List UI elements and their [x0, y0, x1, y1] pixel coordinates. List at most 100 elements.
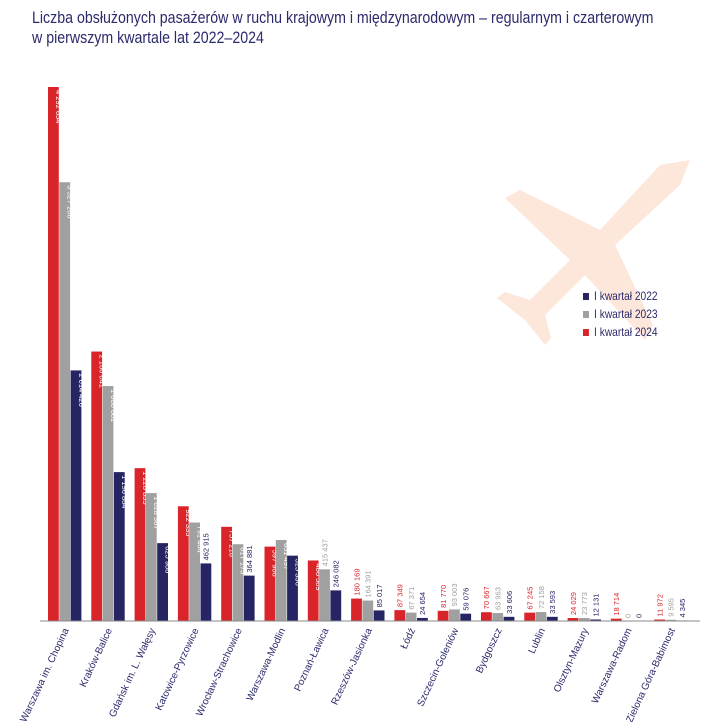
data-label: 63 963 [493, 587, 502, 610]
x-tick-label: Zielona Góra-Babimost [624, 626, 678, 722]
x-tick-label: Gdańsk im. L. Wałęsy [107, 627, 158, 719]
data-label: 1 196 864 [120, 475, 129, 508]
data-label: 1 888 802 [109, 389, 118, 422]
data-label: 757 218 [227, 530, 236, 557]
data-label: 791 464 [195, 526, 204, 553]
bar [449, 609, 460, 621]
bar [535, 612, 547, 621]
data-label: 3 527 208 [65, 185, 74, 218]
legend-item-2024: I kwartał 2024 [583, 323, 658, 341]
data-label: 625 988 [163, 546, 172, 573]
bar [113, 472, 125, 621]
bar [70, 370, 82, 621]
x-tick-label: Kraków-Balice [78, 626, 115, 689]
bar [394, 610, 406, 621]
chart-title: Liczba obsłużonych pasażerów w ruchu kra… [32, 8, 711, 48]
x-tick-label: Warszawa-Modlin [245, 627, 288, 703]
bar [287, 555, 298, 621]
bar [524, 612, 536, 621]
bar [145, 493, 157, 621]
data-label: 87 349 [396, 584, 405, 607]
data-label: 18 714 [612, 593, 621, 616]
bar [492, 613, 504, 621]
airplane-icon [497, 160, 690, 345]
bar [134, 468, 146, 621]
bar [243, 575, 255, 621]
bar [221, 526, 232, 621]
data-label: 93 003 [450, 583, 459, 606]
data-label: 24 654 [418, 592, 427, 615]
legend-label: I kwartał 2023 [594, 307, 658, 321]
bar [578, 618, 590, 621]
data-label: 33 606 [505, 591, 514, 614]
data-label: 597 986 [271, 550, 280, 577]
bar [567, 618, 579, 621]
data-label: 164 391 [364, 570, 373, 597]
data-label: 11 972 [655, 594, 664, 616]
data-label: 364 881 [245, 545, 254, 572]
bar [437, 610, 449, 621]
data-label: 0 [623, 614, 632, 618]
bar [264, 546, 276, 621]
bar [189, 522, 200, 621]
bar [351, 598, 362, 621]
data-label: 486 509 [314, 563, 323, 590]
data-label: 1 228 835 [141, 471, 150, 504]
data-label: 12 131 [591, 594, 600, 617]
data-label: 0 [635, 614, 644, 618]
data-label: 2 014 426 [77, 373, 86, 406]
bar [200, 563, 212, 621]
x-tick-label: Szczecin-Goleniów [415, 626, 461, 708]
bar [362, 600, 374, 621]
data-label: 24 029 [569, 592, 578, 615]
data-label: 4 345 [678, 599, 687, 618]
bar [590, 619, 601, 621]
bar [102, 386, 114, 621]
legend-item-2022: I kwartał 2022 [583, 287, 658, 305]
x-tick-label: Poznań-Ławica [293, 626, 332, 693]
bar [546, 616, 558, 621]
x-tick-label: Bydgoszcz [474, 627, 504, 675]
data-label: 651 497 [282, 543, 291, 570]
x-tick-label: Katowice-Pyrzowice [154, 626, 202, 712]
legend-label: I kwartał 2024 [594, 325, 658, 339]
bar [665, 619, 677, 621]
x-tick-label: Lublin [527, 627, 548, 656]
bar [654, 619, 665, 621]
data-label: 81 770 [439, 585, 448, 608]
data-label: 59 076 [461, 588, 470, 611]
data-label: 1 028 367 [152, 496, 161, 529]
data-label: 9 595 [667, 598, 676, 617]
data-label: 4 292 654 [54, 90, 63, 123]
bar [373, 610, 385, 621]
x-tick-label: Łódź [399, 627, 418, 651]
data-label: 33 593 [548, 591, 557, 614]
data-label: 246 082 [332, 560, 341, 587]
data-label: 617 173 [239, 547, 248, 574]
bar [330, 590, 342, 621]
x-tick-label: Warszawa im. Chopina [18, 626, 71, 722]
legend-label: I kwartał 2022 [594, 289, 658, 303]
bar [177, 506, 189, 621]
bar [417, 617, 428, 621]
data-label: 525 336 [293, 559, 302, 586]
bar [307, 560, 319, 621]
legend-item-2023: I kwartał 2023 [583, 305, 658, 323]
x-tick-label: Wrocław-Strachowice [194, 626, 245, 718]
data-label: 85 017 [375, 584, 384, 607]
data-label: 72 158 [537, 586, 546, 609]
x-tick-label: Olsztyn-Mazury [552, 627, 591, 695]
bar [91, 351, 103, 621]
data-label: 70 667 [482, 586, 491, 609]
bar [157, 543, 168, 621]
title-line-2: w pierwszym kwartale lat 2022–2024 [32, 29, 264, 47]
bar [232, 544, 244, 621]
x-tick-label: Rzeszów-Jasionka [330, 626, 375, 707]
bar [48, 87, 59, 621]
data-label: 922 335 [184, 509, 193, 536]
bar [610, 618, 622, 621]
x-tick-label: Warszawa-Radom [590, 627, 635, 706]
bar [319, 569, 330, 621]
data-label: 23 773 [580, 592, 589, 615]
